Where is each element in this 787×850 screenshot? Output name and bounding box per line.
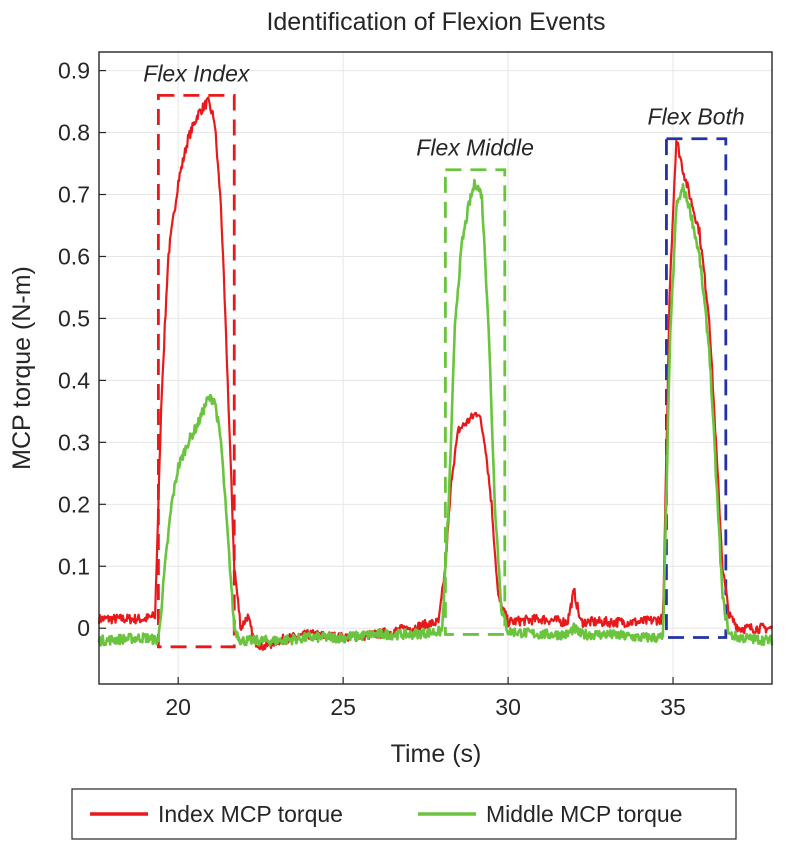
y-tick-label-6: 0.6 (58, 243, 90, 269)
ticks: 20 25 30 35 0 0.1 0.2 0.3 0.4 0.5 0.6 0.7 0.8 0.9 (58, 58, 686, 720)
legend-label-middle: Middle MCP torque (486, 801, 682, 827)
y-tick-label-1: 0.1 (58, 553, 90, 579)
chart-title: Identification of Flexion Events (266, 8, 605, 36)
series-lines (97, 96, 774, 651)
event-label-1: Flex Middle (416, 135, 534, 161)
event-label-2: Flex Both (648, 104, 745, 130)
event-box-2 (665, 137, 728, 639)
x-tick-label-0: 20 (165, 694, 191, 720)
event-box-0 (156, 93, 236, 649)
y-tick-label-4: 0.4 (58, 367, 90, 393)
y-tick-label-7: 0.7 (58, 182, 90, 208)
x-tick-label-3: 35 (660, 694, 686, 720)
legend-label-index: Index MCP torque (158, 801, 343, 827)
legend-box (71, 788, 737, 840)
x-axis-label: Time (s) (391, 740, 482, 768)
event-boxes (156, 93, 728, 649)
y-tick-label-3: 0.3 (58, 429, 90, 455)
event-label-0: Flex Index (143, 60, 251, 86)
plot-area-frame (98, 51, 773, 685)
annotations: Flex Index Flex Middle Flex Both (143, 60, 744, 160)
y-tick-label-8: 0.8 (58, 120, 90, 146)
y-tick-label-5: 0.5 (58, 305, 90, 331)
event-box-1 (443, 168, 507, 636)
series-line-1 (97, 178, 774, 647)
y-tick-label-9: 0.9 (58, 58, 90, 84)
y-tick-label-2: 0.2 (58, 491, 90, 517)
x-tick-label-2: 30 (495, 694, 521, 720)
legend: Index MCP torque Middle MCP torque (71, 788, 737, 840)
grid (99, 52, 772, 684)
series-line-0 (97, 96, 774, 651)
x-tick-label-1: 25 (330, 694, 356, 720)
y-axis-label: MCP torque (N-m) (8, 266, 36, 470)
y-tick-label-0: 0 (77, 615, 90, 641)
